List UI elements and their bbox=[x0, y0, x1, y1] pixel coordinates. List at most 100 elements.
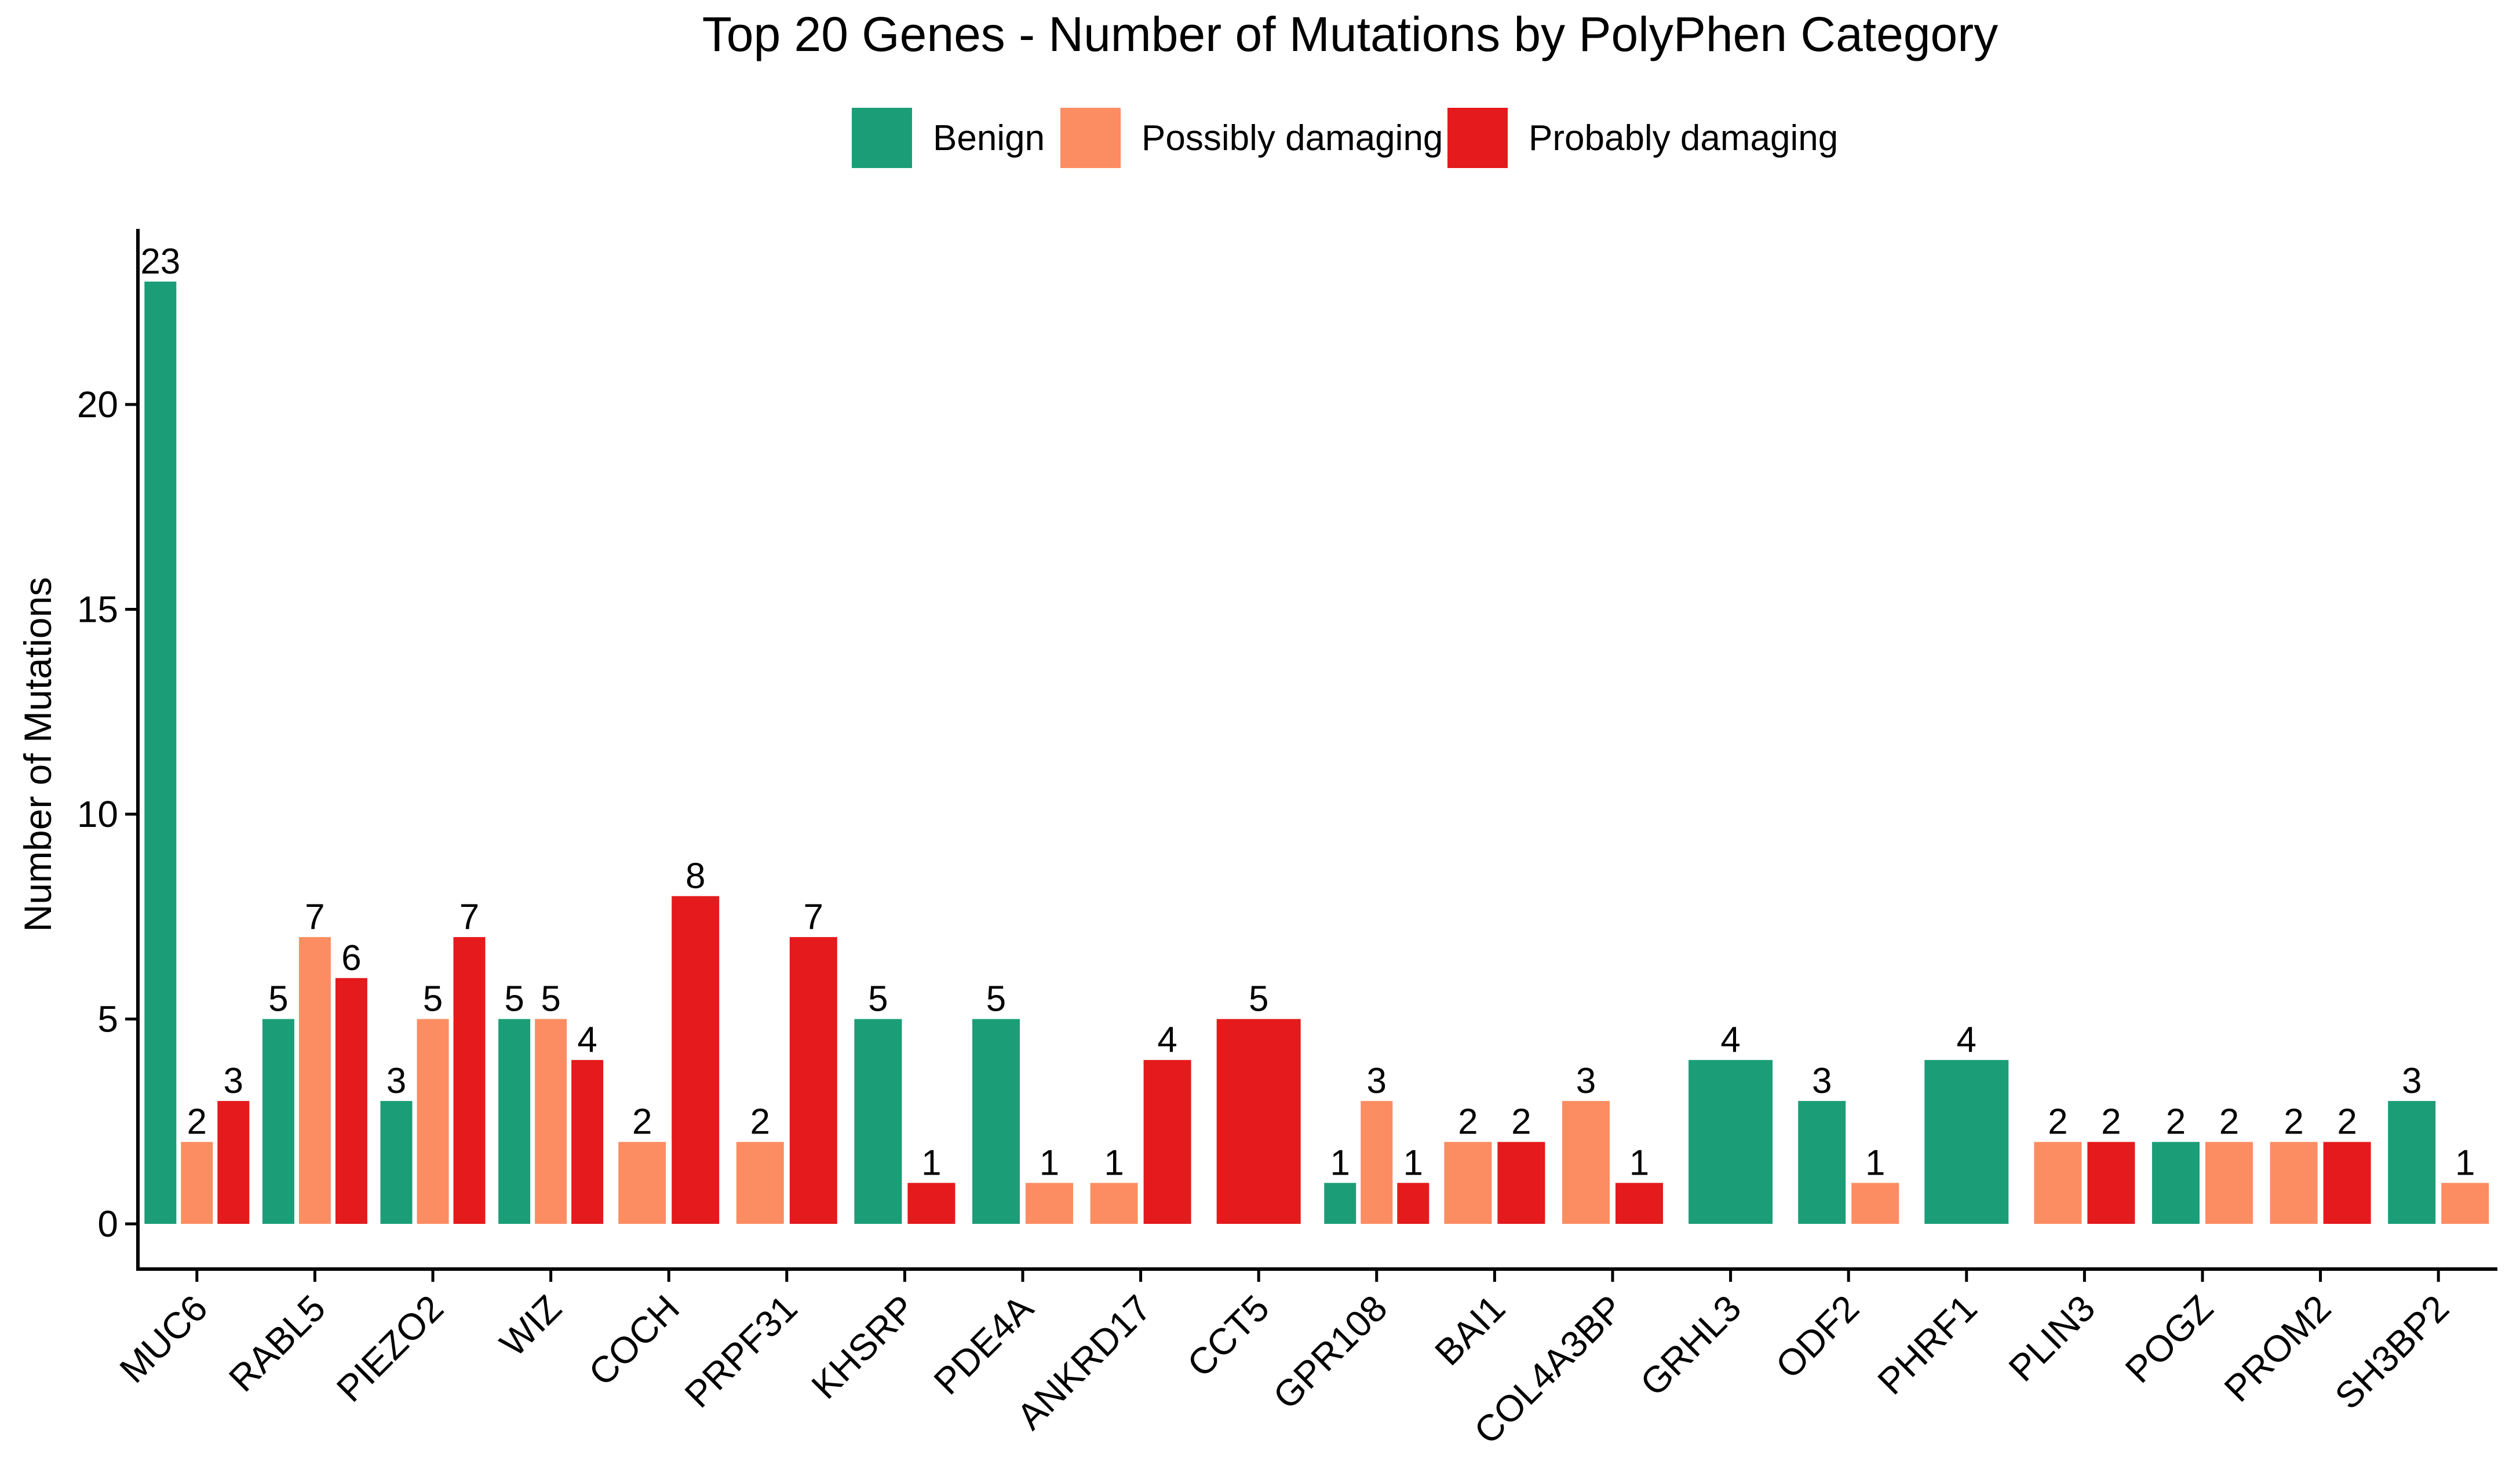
bar-coch-probably-damaging bbox=[672, 896, 720, 1224]
legend-swatch-probably-damaging bbox=[1447, 108, 1508, 168]
bar-odf2-benign bbox=[1798, 1100, 1846, 1224]
y-tick-label: 15 bbox=[77, 589, 118, 630]
data-label-khsrp-benign: 5 bbox=[868, 979, 888, 1019]
bar-pogz-possibly-damaging bbox=[2205, 1142, 2253, 1224]
bar-piezo2-benign bbox=[380, 1100, 413, 1224]
bar-bai1-possibly-damaging bbox=[1444, 1142, 1492, 1224]
data-label-muc6-benign: 23 bbox=[140, 242, 180, 282]
data-label-sh3bp2-benign: 3 bbox=[2402, 1061, 2421, 1101]
data-label-pogz-benign: 2 bbox=[2166, 1102, 2186, 1142]
x-tick-label-bai1: BAI1 bbox=[1427, 1287, 1513, 1373]
bar-ankrd17-probably-damaging bbox=[1143, 1060, 1191, 1224]
y-axis-ticks: 0 5 10 15 20 bbox=[77, 384, 138, 1245]
bar-gpr108-possibly-damaging bbox=[1361, 1100, 1393, 1224]
x-tick-label-grhl3: GRHL3 bbox=[1632, 1287, 1749, 1404]
bar-pde4a-possibly-damaging bbox=[1026, 1183, 1073, 1224]
data-label-wiz-benign: 5 bbox=[504, 979, 524, 1019]
bar-sh3bp2-possibly-damaging bbox=[2441, 1183, 2489, 1224]
y-tick-label: 5 bbox=[97, 998, 118, 1040]
legend-swatch-benign bbox=[852, 108, 912, 168]
bar-khsrp-probably-damaging bbox=[907, 1183, 956, 1224]
data-label-gpr108-probably-damaging: 1 bbox=[1403, 1143, 1423, 1183]
bar-rabl5-probably-damaging bbox=[335, 978, 367, 1224]
x-tick-label-sh3bp2: SH3BP2 bbox=[2327, 1287, 2457, 1417]
bar-pogz-benign bbox=[2152, 1142, 2200, 1224]
bar-rabl5-benign bbox=[262, 1019, 294, 1224]
bar-coch-possibly-damaging bbox=[618, 1142, 666, 1224]
bar-wiz-probably-damaging bbox=[571, 1060, 604, 1224]
bar-cct5-probably-damaging bbox=[1216, 1019, 1301, 1224]
x-tick-label-odf2: ODF2 bbox=[1767, 1287, 1867, 1387]
bar-grhl3-benign bbox=[1688, 1060, 1773, 1224]
y-tick-label: 0 bbox=[97, 1203, 118, 1245]
x-tick-label-piezo2: PIEZO2 bbox=[329, 1287, 451, 1410]
x-tick-label-prom2: PROM2 bbox=[2216, 1287, 2339, 1410]
y-axis-label: Number of Mutations bbox=[16, 577, 59, 932]
bar-piezo2-possibly-damaging bbox=[417, 1019, 449, 1224]
x-tick-label-coch: COCH bbox=[581, 1287, 687, 1394]
data-label-sh3bp2-possibly-damaging: 1 bbox=[2455, 1143, 2475, 1183]
legend-label-probably-damaging: Probably damaging bbox=[1529, 118, 1838, 158]
bar-muc6-possibly-damaging bbox=[181, 1142, 213, 1224]
bar-wiz-benign bbox=[498, 1019, 531, 1224]
data-label-coch-probably-damaging: 8 bbox=[685, 856, 705, 896]
x-tick-label-wiz: WIZ bbox=[492, 1287, 570, 1365]
data-label-bai1-probably-damaging: 2 bbox=[1511, 1102, 1531, 1142]
chart-title: Top 20 Genes - Number of Mutations by Po… bbox=[702, 7, 1999, 61]
legend-label-benign: Benign bbox=[933, 118, 1045, 158]
data-label-piezo2-benign: 3 bbox=[386, 1061, 406, 1101]
y-tick-label: 20 bbox=[77, 384, 118, 425]
bar-khsrp-benign bbox=[854, 1019, 902, 1224]
data-label-prpf31-possibly-damaging: 2 bbox=[750, 1102, 770, 1142]
legend-swatch-possibly-damaging bbox=[1060, 108, 1121, 168]
bar-plin3-possibly-damaging bbox=[2034, 1142, 2082, 1224]
data-label-piezo2-probably-damaging: 7 bbox=[459, 897, 479, 937]
data-label-pde4a-benign: 5 bbox=[986, 979, 1006, 1019]
x-tick-label-rabl5: RABL5 bbox=[221, 1287, 333, 1399]
data-label-gpr108-benign: 1 bbox=[1330, 1143, 1350, 1183]
bar-gpr108-probably-damaging bbox=[1397, 1183, 1429, 1224]
bar-plin3-probably-damaging bbox=[2087, 1142, 2135, 1224]
data-label-prpf31-probably-damaging: 7 bbox=[804, 897, 823, 937]
data-label-pogz-possibly-damaging: 2 bbox=[2219, 1102, 2239, 1142]
bar-gpr108-benign bbox=[1324, 1183, 1356, 1224]
data-label-bai1-possibly-damaging: 2 bbox=[1458, 1102, 1478, 1142]
data-label-cct5-probably-damaging: 5 bbox=[1249, 979, 1268, 1019]
data-label-muc6-probably-damaging: 3 bbox=[224, 1061, 243, 1101]
data-label-piezo2-possibly-damaging: 5 bbox=[423, 979, 443, 1019]
data-label-col4a3bp-probably-damaging: 1 bbox=[1629, 1143, 1649, 1183]
legend: Benign Possibly damaging Probably damaging bbox=[852, 108, 1838, 168]
x-tick-label-muc6: MUC6 bbox=[112, 1287, 216, 1391]
data-label-rabl5-probably-damaging: 6 bbox=[341, 938, 361, 978]
data-label-muc6-possibly-damaging: 2 bbox=[187, 1102, 207, 1142]
bar-muc6-probably-damaging bbox=[217, 1100, 250, 1224]
x-tick-label-pogz: POGZ bbox=[2117, 1287, 2221, 1391]
bar-wiz-possibly-damaging bbox=[535, 1019, 567, 1224]
data-label-col4a3bp-possibly-damaging: 3 bbox=[1576, 1061, 1596, 1101]
bar-phrf1-benign bbox=[1924, 1060, 2009, 1224]
data-label-odf2-benign: 3 bbox=[1812, 1061, 1832, 1101]
bar-prom2-possibly-damaging bbox=[2270, 1142, 2318, 1224]
bar-sh3bp2-benign bbox=[2388, 1100, 2436, 1224]
data-label-plin3-probably-damaging: 2 bbox=[2101, 1102, 2121, 1142]
x-tick-label-pde4a: PDE4A bbox=[926, 1287, 1042, 1403]
x-tick-label-prpf31: PRPF31 bbox=[677, 1287, 805, 1416]
x-tick-label-gpr108: GPR108 bbox=[1265, 1287, 1395, 1417]
data-label-wiz-probably-damaging: 4 bbox=[577, 1020, 597, 1060]
data-label-coch-possibly-damaging: 2 bbox=[632, 1102, 652, 1142]
bar-bai1-probably-damaging bbox=[1497, 1142, 1545, 1224]
data-label-plin3-possibly-damaging: 2 bbox=[2048, 1102, 2067, 1142]
bar-col4a3bp-possibly-damaging bbox=[1562, 1100, 1610, 1224]
x-tick-label-plin3: PLIN3 bbox=[2001, 1287, 2103, 1390]
data-label-prom2-probably-damaging: 2 bbox=[2337, 1102, 2357, 1142]
bar-prom2-probably-damaging bbox=[2323, 1142, 2371, 1224]
data-label-pde4a-possibly-damaging: 1 bbox=[1040, 1143, 1059, 1183]
bar-prpf31-possibly-damaging bbox=[736, 1142, 784, 1224]
bar-odf2-possibly-damaging bbox=[1851, 1183, 1899, 1224]
data-label-khsrp-probably-damaging: 1 bbox=[921, 1143, 941, 1183]
data-label-ankrd17-probably-damaging: 4 bbox=[1157, 1020, 1177, 1060]
bar-col4a3bp-probably-damaging bbox=[1615, 1183, 1663, 1224]
data-label-prom2-possibly-damaging: 2 bbox=[2284, 1102, 2303, 1142]
